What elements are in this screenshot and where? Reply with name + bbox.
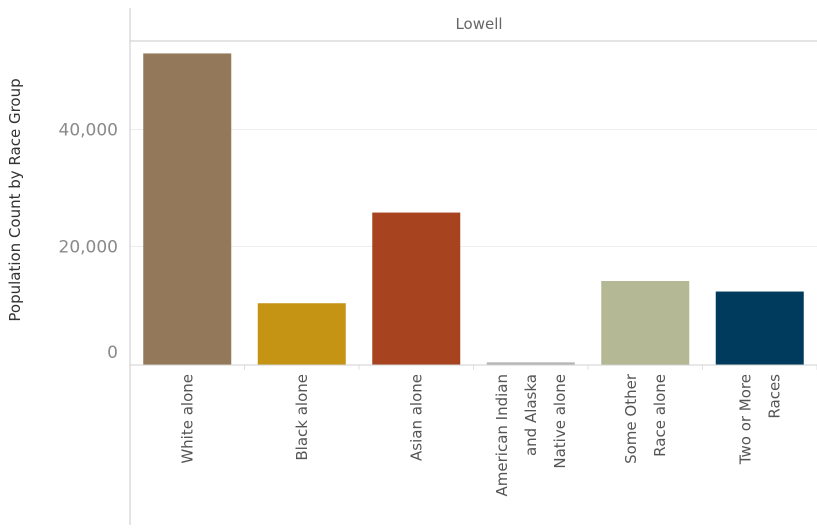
y-tick-label: 20,000 [59, 238, 118, 258]
bars [143, 53, 817, 370]
bar [257, 303, 346, 365]
x-category-label: Race alone [651, 374, 669, 457]
bar [486, 362, 575, 365]
gridlines [130, 129, 817, 247]
x-category-label: and Alaska [522, 374, 540, 456]
y-tick-label: 40,000 [59, 121, 118, 141]
bar [601, 281, 690, 365]
x-category-label: White alone [178, 374, 196, 464]
x-category-label: Two or More [736, 374, 754, 465]
x-category-label: Races [765, 374, 783, 419]
x-axis-labels: White alone Black alone Asian alone America… [178, 373, 783, 496]
y-axis-title: Population Count by Race Group [6, 78, 24, 321]
x-category-label: American Indian [493, 374, 511, 496]
bar [715, 291, 804, 365]
x-category-label: Black alone [293, 374, 311, 461]
x-category-label: Some Other [622, 373, 640, 464]
x-category-label: Native alone [551, 374, 569, 469]
x-category-label: Asian alone [407, 374, 425, 461]
y-axis-ticks: 0 20,000 40,000 [59, 121, 118, 364]
bar [372, 212, 461, 365]
bar [143, 53, 232, 365]
panel-title: Lowell [455, 15, 502, 33]
y-tick-label: 0 [107, 343, 118, 363]
